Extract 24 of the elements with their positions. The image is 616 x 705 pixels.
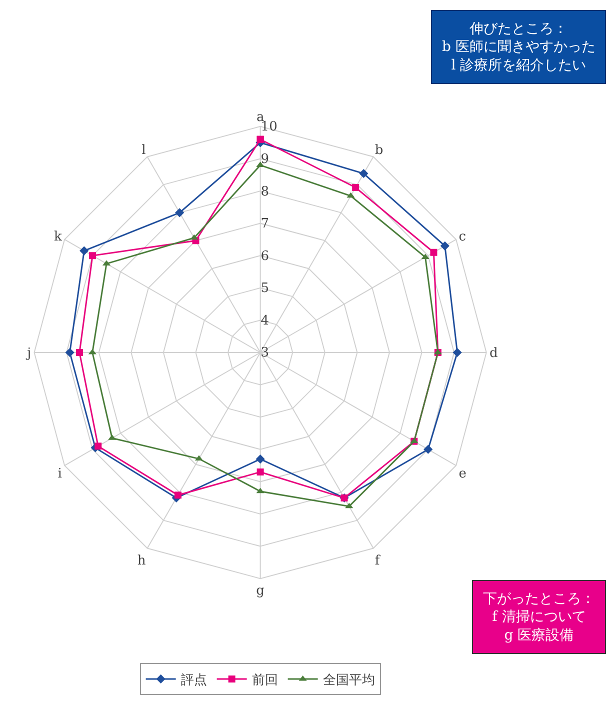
spoke-label: k — [54, 230, 62, 245]
y-tick-label: 3 — [260, 346, 270, 361]
spoke-label: h — [137, 553, 146, 568]
spoke-label: d — [489, 346, 498, 362]
text: 伸びたところ： b 医師に聞きやすかった l 診療所を紹介したい — [442, 21, 596, 74]
spoke-label: c — [458, 230, 466, 245]
legend-label: 前回 — [252, 673, 278, 688]
y-tick-label: 5 — [260, 281, 270, 296]
legend-label: 全国平均 — [322, 673, 375, 688]
spoke-label: j — [25, 346, 32, 362]
y-tick-label: 7 — [260, 216, 270, 232]
y-tick-label: 8 — [260, 184, 270, 200]
spoke-label: e — [458, 466, 467, 482]
y-tick-label: 10 — [260, 120, 278, 135]
y-tick-label: 4 — [260, 313, 270, 328]
spoke-label: g — [256, 584, 264, 599]
spoke-label: l — [142, 143, 146, 158]
y-tick-label: 6 — [260, 248, 270, 264]
spoke-label: b — [374, 143, 384, 158]
text: 下がったところ： f 清掃について g 医療設備 — [483, 591, 595, 644]
spoke-label: i — [58, 466, 62, 482]
legend-label: 評点 — [180, 673, 207, 688]
spoke-label: f — [374, 553, 381, 568]
y-tick-label: 9 — [260, 152, 270, 167]
